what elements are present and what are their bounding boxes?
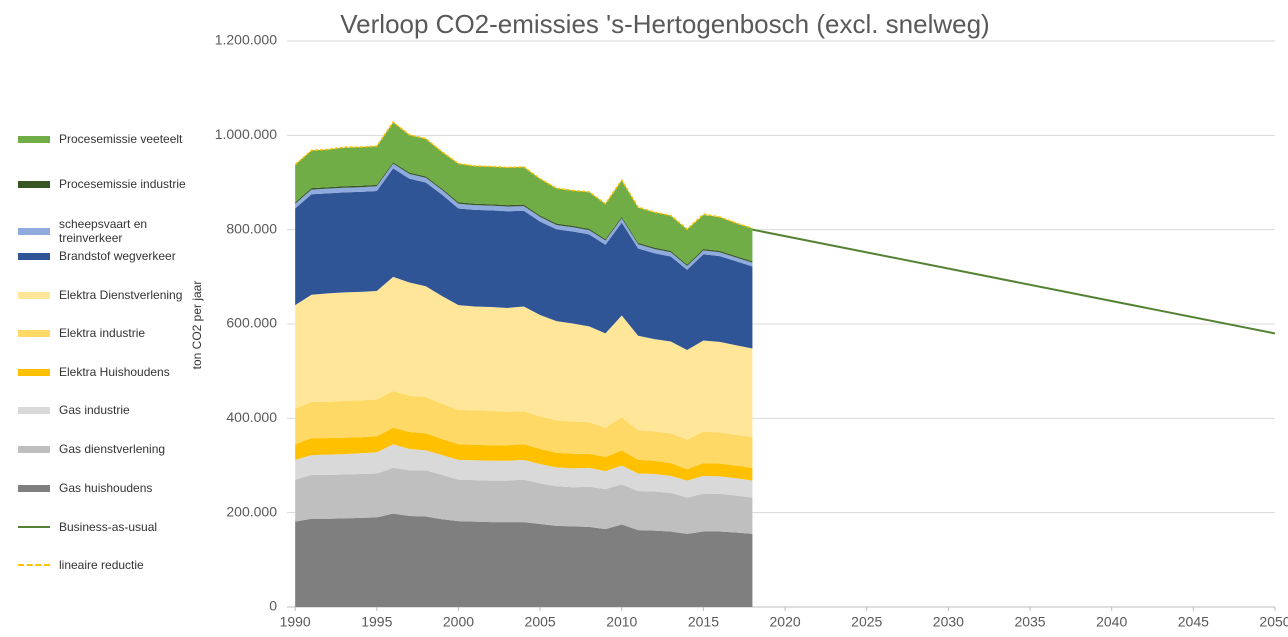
area <box>295 444 753 498</box>
x-tick-label: 2025 <box>851 614 882 630</box>
y-tick-label: 200.000 <box>226 503 277 519</box>
x-tick-label: 2030 <box>933 614 964 630</box>
legend-label: Business-as-usual <box>59 520 158 534</box>
x-tick-label: 2005 <box>525 614 556 630</box>
legend-label: Gas dienstverlening <box>59 442 166 456</box>
legend-item: Gas industrie <box>18 403 187 417</box>
legend-swatch <box>18 180 50 188</box>
legend-item: Elektra Dienstverlening <box>18 288 187 302</box>
legend-swatch <box>18 564 50 566</box>
legend-swatch <box>18 368 50 376</box>
legend-label: Elektra Huishoudens <box>59 365 170 379</box>
area <box>295 467 753 534</box>
y-tick-label: 800.000 <box>226 220 277 236</box>
legend-label: Procesemissie industrie <box>59 177 186 191</box>
legend-item: lineaire reductie <box>18 558 187 572</box>
legend-swatch <box>18 227 50 235</box>
y-tick-label: 400.000 <box>226 409 277 425</box>
legend-swatch <box>18 291 50 299</box>
x-tick-label: 1990 <box>280 614 311 630</box>
legend-swatch <box>18 526 50 528</box>
legend-label: Gas huishoudens <box>59 481 153 495</box>
y-axis-label: ton CO2 per jaar <box>190 281 204 370</box>
x-tick-label: 2050 <box>1259 614 1288 630</box>
legend-swatch <box>18 445 50 453</box>
chart-title: Verloop CO2-emissies 's-Hertogenbosch (e… <box>340 9 989 39</box>
x-tick-label: 2045 <box>1178 614 1209 630</box>
line <box>752 228 1276 335</box>
legend-swatch <box>18 484 50 492</box>
legend-label: Elektra Dienstverlening <box>59 288 183 302</box>
area <box>295 122 753 265</box>
x-tick-label: 2040 <box>1096 614 1127 630</box>
x-tick-label: 2000 <box>443 614 474 630</box>
x-tick-label: 1995 <box>361 614 392 630</box>
legend-swatch <box>18 329 50 337</box>
area <box>295 390 753 470</box>
y-tick-label: 1.000.000 <box>215 126 277 142</box>
legend-label: Elektra industrie <box>59 326 146 340</box>
legend-item: Brandstof wegverkeer <box>18 249 187 263</box>
line <box>294 121 753 231</box>
legend-swatch <box>18 406 50 414</box>
area <box>295 276 753 440</box>
area <box>295 168 753 350</box>
legend-label: scheepsvaart en treinverkeer <box>59 217 148 245</box>
legend-item: Gas dienstverlening <box>18 442 187 456</box>
legend-label: Brandstof wegverkeer <box>59 249 176 263</box>
legend-item: Business-as-usual <box>18 520 187 534</box>
area <box>295 513 753 607</box>
legend-label: lineaire reductie <box>59 558 144 572</box>
legend-label: Procesemissie veeteelt <box>59 132 183 146</box>
y-tick-label: 1.200.000 <box>215 32 277 48</box>
legend-item: Gas huishoudens <box>18 481 187 495</box>
legend-label: Gas industrie <box>59 403 130 417</box>
y-tick-label: 0 <box>269 598 277 614</box>
legend-item: Procesemissie veeteelt <box>18 132 187 146</box>
x-tick-label: 2035 <box>1014 614 1045 630</box>
legend-swatch <box>18 252 50 260</box>
y-tick-label: 600.000 <box>226 315 277 331</box>
x-tick-label: 2010 <box>606 614 637 630</box>
area <box>295 427 753 481</box>
legend-item: Elektra industrie <box>18 326 187 340</box>
legend-swatch <box>18 135 50 143</box>
legend-item: scheepsvaart en treinverkeer <box>18 217 187 245</box>
x-tick-label: 2015 <box>688 614 719 630</box>
legend-item: Procesemissie industrie <box>18 177 187 191</box>
x-tick-label: 2020 <box>770 614 801 630</box>
legend-item: Elektra Huishoudens <box>18 365 187 379</box>
